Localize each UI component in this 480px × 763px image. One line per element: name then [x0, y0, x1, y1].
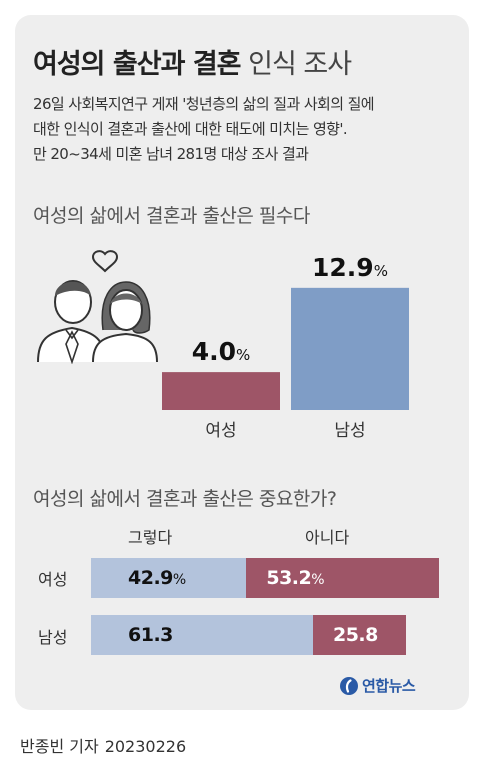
chart2-bar-women: 42.9% 53.2%: [91, 558, 439, 598]
chart1-bars: 4.0% 여성 12.9% 남성: [162, 253, 409, 441]
footer: 반종빈 기자 20230226: [20, 733, 186, 757]
chart2-title: 여성의 삶에서 결혼과 출산은 중요한가?: [33, 488, 337, 510]
chart2-value-women-yes: 42.9%: [128, 567, 186, 589]
footer-author: 반종빈 기자: [20, 737, 99, 756]
footer-date: 20230226: [104, 737, 187, 756]
chart2-bar-women-no: 53.2%: [246, 558, 439, 598]
page-title: 여성의 출산과 결혼 인식 조사: [33, 42, 352, 81]
title-bold: 여성의 출산과 결혼: [33, 49, 242, 80]
logo-text: 연합뉴스: [362, 677, 416, 695]
chart2-bar-women-yes: 42.9%: [91, 558, 247, 598]
chart2-bar-men-no: 25.8: [312, 615, 407, 655]
chart1-bar-men: [291, 287, 409, 410]
chart1-value-men: 12.9%: [312, 253, 388, 282]
chart2-value-men-yes: 61.3: [128, 624, 173, 646]
yonhap-logo: 연합뉴스: [339, 675, 416, 696]
couple-with-heart-icon: [37, 250, 158, 364]
chart2-bar-men-yes: 61.3: [91, 615, 313, 655]
chart2-bar-men: 61.3 25.8: [91, 615, 439, 655]
chart1-title: 여성의 삶에서 결혼과 출산은 필수다: [33, 205, 310, 227]
description-line-2: 대한 인식이 결혼과 출산에 대한 태도에 미치는 영향'.: [33, 120, 348, 138]
chart1-category-label: 여성: [205, 421, 236, 441]
chart2-value-men-no: 25.8: [332, 624, 378, 646]
chart2-legend-no: 아니다: [305, 528, 350, 547]
chart2-value-women-no: 53.2%: [266, 567, 325, 589]
description-line-1: 26일 사회복지연구 게재 '청년층의 삶의 질과 사회의 질에: [33, 95, 375, 113]
chart1-value-women: 4.0%: [192, 337, 251, 366]
yonhap-logo-icon: [340, 676, 358, 695]
chart1-category-label: 남성: [334, 421, 365, 441]
description-line-3: 만 20~34세 미혼 남녀 281명 대상 조사 결과: [33, 145, 309, 163]
chart2-row-label-men: 남성: [38, 628, 68, 647]
chart2-legend-yes: 그렇다: [128, 528, 173, 547]
chart2-row-label-women: 여성: [38, 570, 68, 589]
chart1-bar-women: [162, 372, 280, 410]
title-light: 인식 조사: [248, 49, 352, 80]
